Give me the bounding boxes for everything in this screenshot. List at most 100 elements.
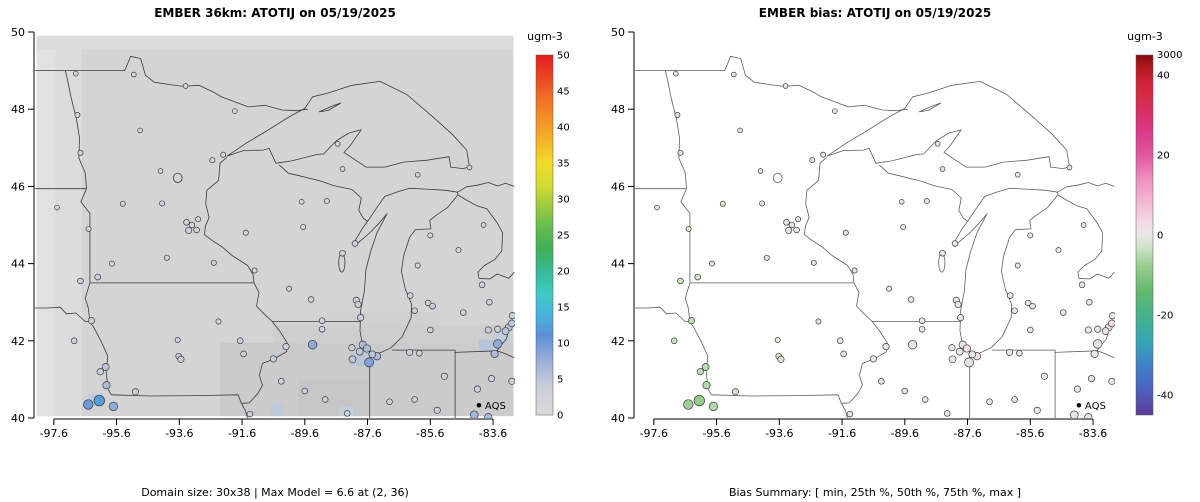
obs-point	[469, 410, 479, 418]
colorbar-tick-label: 20	[557, 267, 570, 278]
obs-point	[74, 112, 81, 118]
model-field-block	[273, 325, 514, 343]
obs-point	[174, 337, 181, 343]
obs-point	[898, 199, 905, 205]
colorbar-tick-label: 0	[1157, 231, 1163, 242]
state-boundary-line	[457, 194, 515, 280]
x-axis-tick-label: -83.6	[479, 427, 507, 440]
bias-panel-title: EMBER bias: ATOTIJ on 05/19/2025	[758, 6, 992, 20]
obs-point	[846, 410, 854, 418]
obs-point	[480, 222, 487, 228]
obs-point	[348, 344, 356, 352]
obs-point	[508, 319, 515, 328]
aqs-legend-dot	[476, 402, 482, 408]
obs-point	[386, 398, 393, 406]
obs-point	[94, 273, 101, 281]
x-axis-tick-label: -87.6	[953, 427, 981, 440]
state-boundary-line	[918, 102, 942, 113]
obs-point	[269, 355, 277, 363]
colorbar-tick-label: -20	[1157, 311, 1173, 322]
obs-point	[1080, 222, 1087, 228]
obs-point	[737, 127, 743, 134]
state-boundary-line	[684, 282, 712, 395]
colorbar-tick-label: 35	[557, 159, 570, 170]
state-boundary-line	[35, 55, 308, 112]
obs-point	[1006, 348, 1014, 356]
obs-point	[163, 254, 170, 261]
obs-point	[677, 149, 684, 156]
colorbar-gradient	[1135, 54, 1154, 416]
obs-point	[466, 164, 473, 171]
obs-point	[670, 337, 678, 345]
obs-point	[416, 349, 423, 357]
state-boundary-line	[35, 306, 90, 322]
state-boundary-line	[665, 70, 687, 189]
obs-point	[900, 223, 907, 230]
obs-point	[708, 401, 719, 412]
obs-point	[188, 221, 196, 229]
colorbar-tick-label: 5	[557, 375, 563, 386]
obs-point	[1066, 164, 1073, 171]
model-panel-title: EMBER 36km: ATOTIJ on 05/19/2025	[154, 6, 396, 20]
obs-point	[73, 70, 79, 77]
state-boundary-line	[826, 81, 1070, 170]
obs-point	[424, 299, 432, 307]
small-lake-outline	[772, 172, 783, 183]
bias-map-area	[635, 55, 1115, 418]
obs-point	[286, 285, 293, 292]
obs-point	[323, 198, 330, 205]
obs-point	[108, 260, 115, 267]
obs-point	[836, 337, 844, 345]
obs-point	[1108, 319, 1115, 328]
obs-point	[339, 249, 346, 257]
obs-point	[487, 375, 496, 383]
x-axis-tick-label: -95.6	[102, 427, 130, 440]
obs-point	[185, 226, 193, 234]
obs-point	[215, 318, 222, 325]
obs-point	[321, 396, 329, 403]
x-axis-tick-label: -93.6	[765, 427, 793, 440]
obs-point	[951, 240, 959, 247]
obs-point	[907, 296, 915, 303]
obs-point	[788, 221, 796, 229]
state-boundary-line	[278, 164, 368, 222]
obs-point	[455, 247, 462, 254]
obs-point	[731, 71, 737, 78]
obs-point	[368, 350, 377, 359]
obs-point	[414, 262, 421, 269]
obs-point	[943, 410, 951, 417]
y-axis-tick-label: 40	[11, 412, 25, 425]
obs-point	[508, 312, 515, 320]
x-axis-tick-label: -89.6	[891, 427, 919, 440]
aqs-legend-label: AQS	[1085, 401, 1106, 412]
obs-point	[986, 398, 993, 406]
obs-point	[182, 83, 189, 89]
obs-point	[701, 363, 710, 371]
colorbar-tick-label: 40	[557, 123, 570, 134]
obs-point	[795, 216, 802, 223]
obs-point	[1059, 309, 1067, 316]
x-axis-tick-label: -95.6	[702, 427, 730, 440]
obs-point	[1094, 325, 1102, 333]
obs-point	[220, 151, 227, 158]
obs-point	[508, 377, 515, 385]
obs-point	[1108, 377, 1115, 385]
colorbar-tick-label: 50	[557, 51, 570, 62]
obs-point	[1086, 298, 1093, 306]
obs-point	[102, 381, 111, 390]
obs-point	[354, 300, 362, 309]
model-field-block	[298, 379, 368, 417]
bias-caption: Bias Summary: [ min, 25th %, 50th %, 75t…	[600, 450, 1150, 502]
state-boundary-line	[1057, 194, 1115, 280]
obs-point	[1014, 262, 1021, 269]
obs-point	[355, 347, 364, 356]
bias-panel: EMBER bias: ATOTIJ on 05/19/2025 50 48 46 4…	[600, 0, 1200, 502]
obs-point	[918, 317, 926, 324]
obs-point	[815, 318, 822, 325]
y-axis-tick-label: 44	[11, 258, 25, 271]
obs-point	[459, 309, 467, 316]
x-axis-tick-label: -83.6	[1079, 427, 1107, 440]
obs-point	[307, 340, 318, 350]
obs-point	[411, 396, 418, 403]
state-boundary-line	[680, 188, 691, 283]
